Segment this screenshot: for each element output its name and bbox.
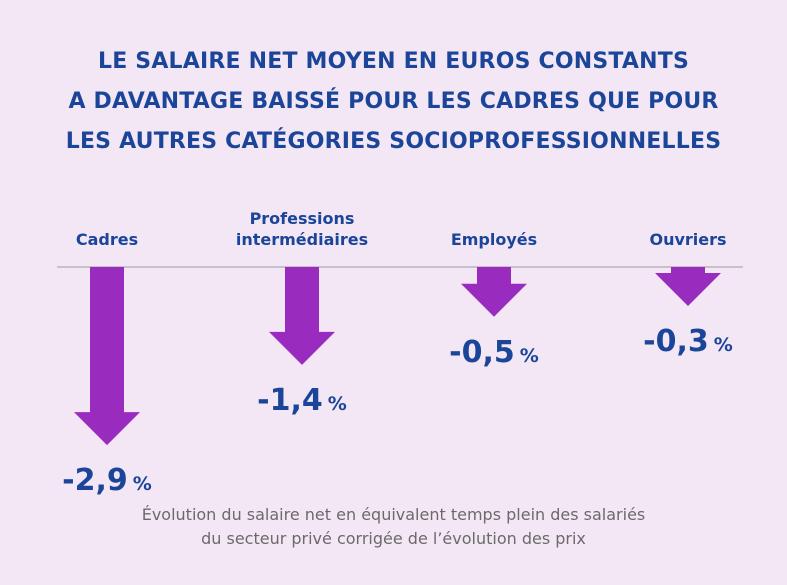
category-label: Cadres: [76, 230, 138, 249]
value-label: -0,5%: [449, 335, 539, 370]
arrow-bar: [461, 267, 527, 317]
value-label: -0,3%: [643, 324, 733, 359]
value-label: -1,4%: [257, 383, 347, 418]
category-label: intermédiaires: [236, 230, 368, 249]
footnote-line-1: Évolution du salaire net en équivalent t…: [141, 505, 646, 524]
value-label: -2,9%: [62, 463, 152, 498]
category-label: Ouvriers: [649, 230, 726, 249]
title-line-2: A DAVANTAGE BAISSÉ POUR LES CADRES QUE P…: [68, 89, 719, 114]
footnote: Évolution du salaire net en équivalent t…: [0, 503, 787, 551]
arrow-bar: [269, 267, 335, 365]
category-label: Employés: [451, 230, 537, 249]
title-line-3: LES AUTRES CATÉGORIES SOCIOPROFESSIONNEL…: [65, 129, 722, 154]
title-line-1: LE SALAIRE NET MOYEN EN EUROS CONSTANTS: [97, 49, 689, 74]
arrow-bar: [74, 267, 140, 446]
footnote-line-2: du secteur privé corrigée de l’évolution…: [201, 529, 586, 548]
arrow-bar: [655, 267, 721, 307]
category-label: Professions: [250, 209, 355, 228]
chart-title: LE SALAIRE NET MOYEN EN EUROS CONSTANTS …: [0, 42, 787, 162]
